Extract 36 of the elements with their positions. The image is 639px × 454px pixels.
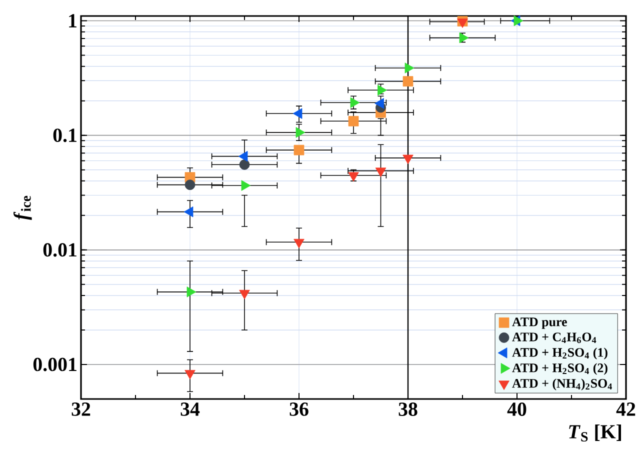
legend-label: ATD + H$_{2}$SO$_{4}$ (2)	[512, 363, 608, 375]
point	[348, 172, 359, 182]
point	[350, 97, 360, 108]
y-tick-label: 0.01	[43, 243, 76, 257]
point	[184, 206, 194, 218]
legend-label: ATD + H$_{2}$SO$_{4}$ (1)	[512, 348, 608, 360]
point	[184, 370, 196, 380]
point	[239, 290, 250, 300]
x-tick-label: 34	[180, 402, 200, 416]
x-tick-label: 32	[72, 402, 90, 416]
point	[294, 238, 304, 248]
point	[294, 144, 304, 156]
point	[402, 76, 414, 87]
point	[459, 32, 469, 44]
y-axis-title: f$_{ice}$	[14, 196, 32, 220]
point	[514, 15, 524, 26]
legend-label: ATD + C$_{4}$H$_{6}$O$_{4}$	[512, 332, 596, 344]
point	[404, 62, 414, 74]
y-tick-label: 0.1	[53, 128, 76, 142]
point	[241, 180, 251, 191]
point	[378, 84, 387, 96]
x-tick-label: 38	[398, 402, 418, 416]
x-tick-label: 36	[290, 402, 308, 416]
point	[296, 127, 306, 138]
legend-label: ATD + (NH$_{4}$)$_{2}$SO$_{4}$	[512, 378, 612, 390]
y-tick-label: 0.001	[33, 358, 76, 372]
y-tick-label: 1	[69, 14, 76, 28]
point	[348, 116, 359, 126]
point	[184, 180, 196, 190]
x-axis-title: T$_{S}$ [K]	[569, 424, 622, 442]
x-tick-label: 40	[507, 402, 526, 416]
point	[375, 168, 386, 178]
point	[402, 154, 414, 164]
point	[239, 159, 250, 170]
legend-label: ATD pure	[512, 318, 567, 329]
x-tick-label: 42	[616, 402, 636, 416]
